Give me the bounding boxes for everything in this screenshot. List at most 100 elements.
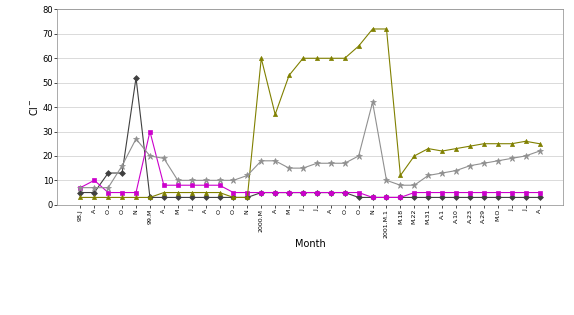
site 1 [480,196,487,199]
site 4 [133,137,139,141]
site 2 [119,191,126,194]
site 4 [174,178,181,182]
site 2 [342,191,348,194]
site 2 [369,196,376,199]
site 3 [425,147,432,151]
site 3 [327,56,334,60]
site 2 [174,183,181,187]
site 3 [146,196,153,199]
site 2 [300,191,307,194]
site 1 [397,196,404,199]
site 4 [272,159,278,163]
site 1 [536,196,543,199]
site 3 [77,196,84,199]
site 3 [383,27,390,31]
site 1 [425,196,432,199]
site 2 [146,130,153,134]
site 3 [522,139,529,143]
site 4 [342,161,348,165]
site 2 [480,191,487,194]
site 4 [509,157,515,160]
site 3 [300,56,307,60]
site 2 [536,191,543,194]
site 1 [467,196,474,199]
site 3 [313,56,320,60]
site 4 [91,186,98,190]
site 4 [494,159,501,163]
site 1 [77,191,84,194]
Line: site 3: site 3 [78,27,542,199]
site 1 [327,191,334,194]
site 1 [216,196,223,199]
site 3 [202,191,209,194]
site 2 [327,191,334,194]
Line: site 2: site 2 [78,129,542,199]
site 4 [104,186,111,190]
site 1 [146,196,153,199]
site 1 [188,196,195,199]
site 2 [355,191,362,194]
site 3 [258,56,265,60]
site 1 [383,196,390,199]
site 2 [244,191,251,194]
site 4 [216,178,223,182]
site 1 [509,196,515,199]
site 4 [188,178,195,182]
site 1 [453,196,460,199]
site 2 [286,191,293,194]
site 4 [160,157,167,160]
site 2 [439,191,445,194]
site 2 [230,191,237,194]
site 2 [467,191,474,194]
site 1 [202,196,209,199]
site 4 [244,174,251,177]
site 3 [342,56,348,60]
site 2 [494,191,501,194]
site 4 [425,174,432,177]
site 4 [327,161,334,165]
site 3 [160,191,167,194]
site 1 [174,196,181,199]
site 4 [77,186,84,190]
site 2 [91,178,98,182]
site 3 [104,196,111,199]
site 1 [230,196,237,199]
site 3 [509,142,515,146]
site 1 [355,196,362,199]
site 2 [522,191,529,194]
site 4 [313,161,320,165]
site 2 [272,191,278,194]
site 4 [300,166,307,170]
site 2 [313,191,320,194]
site 4 [467,164,474,168]
site 4 [119,164,126,168]
site 1 [522,196,529,199]
site 2 [160,183,167,187]
site 1 [286,191,293,194]
site 4 [202,178,209,182]
site 3 [244,196,251,199]
site 3 [91,196,98,199]
site 1 [258,191,265,194]
site 4 [355,154,362,158]
site 2 [397,196,404,199]
site 1 [313,191,320,194]
site 2 [258,191,265,194]
site 4 [411,183,418,187]
site 3 [397,174,404,177]
site 2 [188,183,195,187]
site 3 [216,191,223,194]
site 1 [342,191,348,194]
site 1 [439,196,445,199]
site 3 [272,112,278,116]
site 2 [216,183,223,187]
site 3 [453,147,460,151]
site 4 [480,161,487,165]
site 2 [77,186,84,190]
site 1 [244,196,251,199]
site 1 [369,196,376,199]
site 4 [369,100,376,104]
site 2 [202,183,209,187]
site 3 [369,27,376,31]
site 1 [160,196,167,199]
